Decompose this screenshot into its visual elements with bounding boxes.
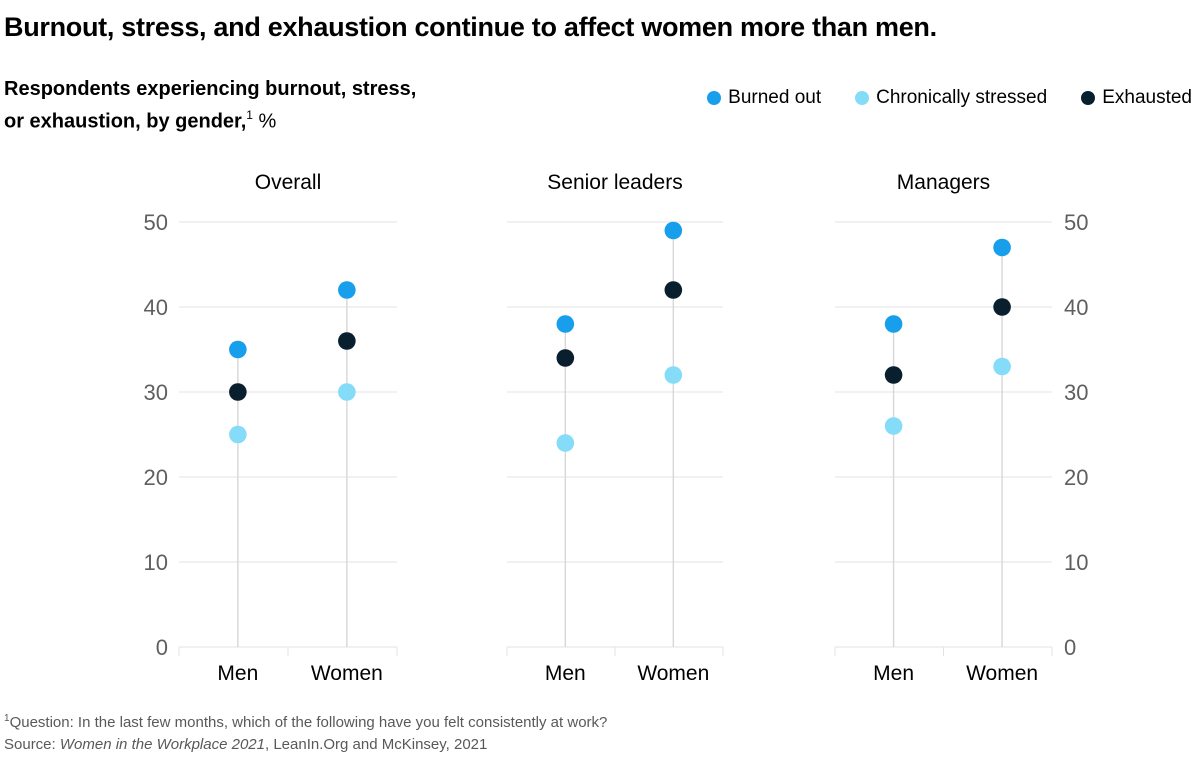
footnote-question-text: Question: In the last few months, which …	[9, 714, 608, 731]
subtitle-footnote-marker: 1	[246, 108, 253, 122]
burned-out-dot-icon	[707, 91, 722, 105]
legend-item-burned-out: Burned out	[707, 87, 821, 109]
dot-burned-out	[229, 340, 247, 359]
y-axis-label: 50	[1064, 210, 1088, 235]
y-axis-label: 10	[144, 550, 168, 575]
legend-label: Chronically stressed	[876, 87, 1048, 108]
footnote-question: 1Question: In the last few months, which…	[4, 708, 607, 734]
subtitle-line1: Respondents experiencing burnout, stress…	[4, 78, 417, 100]
dot-burned-out	[664, 221, 683, 240]
dot-chronically-stressed	[884, 417, 903, 435]
legend-label: Burned out	[728, 87, 822, 108]
dot-burned-out	[884, 315, 903, 333]
dot-chronically-stressed	[993, 357, 1011, 376]
y-axis-label: 0	[156, 635, 168, 660]
dot-exhausted	[884, 366, 903, 384]
panel-senior-leaders: Senior leaders Men Women	[506, 171, 724, 685]
chart-subtitle: Respondents experiencing burnout, stress…	[4, 76, 416, 136]
category-label: Men	[873, 662, 914, 685]
dot-exhausted	[993, 298, 1011, 316]
category-label: Men	[217, 662, 258, 685]
y-axis-label: 30	[144, 380, 168, 405]
legend: Burned out Chronically stressed Exhauste…	[707, 86, 1192, 110]
y-axis-label: 30	[1064, 380, 1088, 405]
panel-title: Overall	[255, 171, 322, 194]
dot-chronically-stressed	[338, 383, 356, 401]
dot-exhausted	[556, 349, 575, 367]
source-suffix: , LeanIn.Org and McKinsey, 2021	[264, 736, 488, 753]
y-axis-label: 20	[144, 465, 168, 490]
category-label: Women	[637, 662, 709, 685]
dot-burned-out	[993, 238, 1011, 257]
dot-burned-out	[556, 315, 575, 333]
footnote-marker: 1	[4, 713, 10, 724]
legend-item-chronically-stressed: Chronically stressed	[855, 87, 1047, 109]
panel-title: Managers	[897, 171, 990, 194]
legend-item-exhausted: Exhausted	[1081, 87, 1192, 109]
y-axis-label: 50	[144, 210, 168, 235]
page-title: Burnout, stress, and exhaustion continue…	[4, 12, 937, 42]
legend-label: Exhausted	[1102, 87, 1192, 108]
panel-title: Senior leaders	[547, 171, 682, 194]
chronically-stressed-dot-icon	[855, 91, 870, 105]
subtitle-line2: or exhaustion, by gender,	[4, 110, 247, 133]
category-label: Women	[966, 662, 1038, 685]
footnote-source: Source: Women in the Workplace 2021, Lea…	[4, 734, 607, 756]
y-axis-label: 40	[1064, 295, 1088, 320]
dot-burned-out	[338, 281, 356, 299]
exhausted-dot-icon	[1081, 91, 1096, 105]
source-prefix: Source:	[4, 736, 60, 753]
dot-chronically-stressed	[556, 434, 575, 452]
dot-exhausted	[229, 383, 247, 401]
y-axis-label: 10	[1064, 550, 1088, 575]
footnote: 1Question: In the last few months, which…	[4, 708, 607, 756]
dot-chronically-stressed	[664, 366, 683, 384]
source-title: Women in the Workplace 2021	[59, 736, 265, 753]
dot-chronically-stressed	[229, 425, 247, 444]
dot-exhausted	[664, 281, 683, 299]
dot-exhausted	[338, 332, 356, 350]
panel-managers: 0 10 20 30 40 50 Managers Men Women	[834, 171, 1088, 685]
panel-overall: 0 10 20 30 40 50 Overall Men Women	[144, 171, 398, 685]
y-axis-label: 40	[144, 295, 168, 320]
category-label: Women	[311, 662, 383, 685]
category-label: Men	[545, 662, 586, 685]
y-axis-label: 0	[1064, 635, 1076, 660]
subtitle-unit: %	[252, 110, 277, 133]
y-axis-label: 20	[1064, 465, 1088, 490]
